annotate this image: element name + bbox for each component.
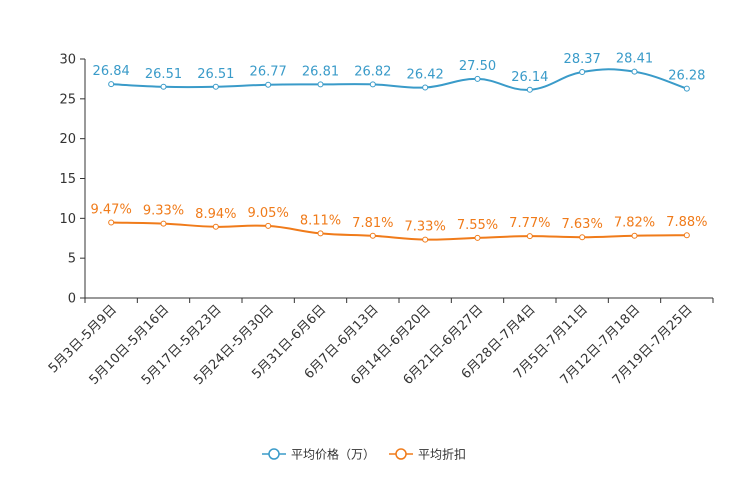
data-point (631, 232, 638, 239)
data-label: 26.14 (511, 70, 548, 85)
data-label: 28.37 (564, 52, 601, 67)
data-point (526, 233, 533, 240)
data-label: 26.82 (354, 64, 391, 79)
data-label: 26.51 (145, 67, 182, 82)
data-point (212, 223, 219, 230)
data-label: 27.50 (459, 59, 496, 74)
y-tick-label: 30 (59, 53, 76, 68)
data-point (526, 86, 533, 93)
data-point (108, 81, 115, 88)
legend-marker-icon (268, 448, 280, 460)
data-label: 26.51 (197, 67, 234, 82)
data-label: 7.55% (457, 218, 498, 233)
data-label: 9.47% (91, 203, 132, 218)
data-point (212, 83, 219, 90)
y-tick-label: 15 (59, 172, 76, 187)
data-point (422, 236, 429, 243)
data-point (265, 222, 272, 229)
data-label: 26.42 (407, 68, 444, 83)
data-label: 28.41 (616, 52, 653, 67)
data-point (579, 68, 586, 75)
legend-item-1: 平均价格（万） (262, 447, 375, 462)
data-point (422, 84, 429, 91)
data-point (631, 68, 638, 75)
legend-label: 平均价格（万） (291, 447, 375, 462)
data-point (160, 220, 167, 227)
data-point (369, 232, 376, 239)
data-point (683, 232, 690, 239)
data-label: 7.63% (562, 217, 603, 232)
legend-item-2: 平均折扣 (389, 447, 466, 462)
y-tick-label: 10 (59, 212, 76, 227)
data-label: 26.28 (668, 69, 705, 84)
y-tick-label: 25 (59, 92, 76, 107)
series-1: 26.84 26.51 26.51 26.77 26.81 26.82 26.42 27.50… (93, 52, 705, 93)
data-point (369, 81, 376, 88)
series-2: 9.47% 9.33% 8.94% 9.05% 8.11% 7.81% 7.33% 7.55%… (91, 203, 707, 243)
data-label: 7.77% (509, 216, 550, 231)
data-point (108, 219, 115, 226)
series-layer: 26.84 26.51 26.51 26.77 26.81 26.82 26.42 27.50… (91, 52, 707, 243)
data-label: 7.33% (405, 220, 446, 235)
data-label: 7.81% (352, 216, 393, 231)
data-point (265, 81, 272, 88)
data-label: 26.77 (250, 65, 287, 80)
legend: 平均价格（万） 平均折扣 (262, 447, 466, 462)
y-tick-label: 0 (68, 292, 76, 307)
data-label: 26.84 (93, 64, 130, 79)
data-label: 8.94% (195, 207, 236, 222)
legend-marker-icon (395, 448, 407, 460)
data-point (317, 230, 324, 237)
data-point (474, 75, 481, 82)
data-point (683, 85, 690, 92)
data-label: 9.05% (248, 206, 289, 221)
data-label: 8.11% (300, 213, 341, 228)
data-label: 26.81 (302, 64, 339, 79)
data-label: 9.33% (143, 204, 184, 219)
data-label: 7.82% (614, 216, 655, 231)
series-line (111, 221, 687, 241)
data-point (160, 83, 167, 90)
data-point (579, 234, 586, 241)
data-label: 7.88% (666, 215, 707, 230)
data-point (474, 234, 481, 241)
y-tick-label: 20 (59, 132, 76, 147)
data-point (317, 81, 324, 88)
legend-label: 平均折扣 (418, 447, 466, 462)
y-tick-label: 5 (68, 252, 76, 267)
series-line (111, 68, 688, 91)
